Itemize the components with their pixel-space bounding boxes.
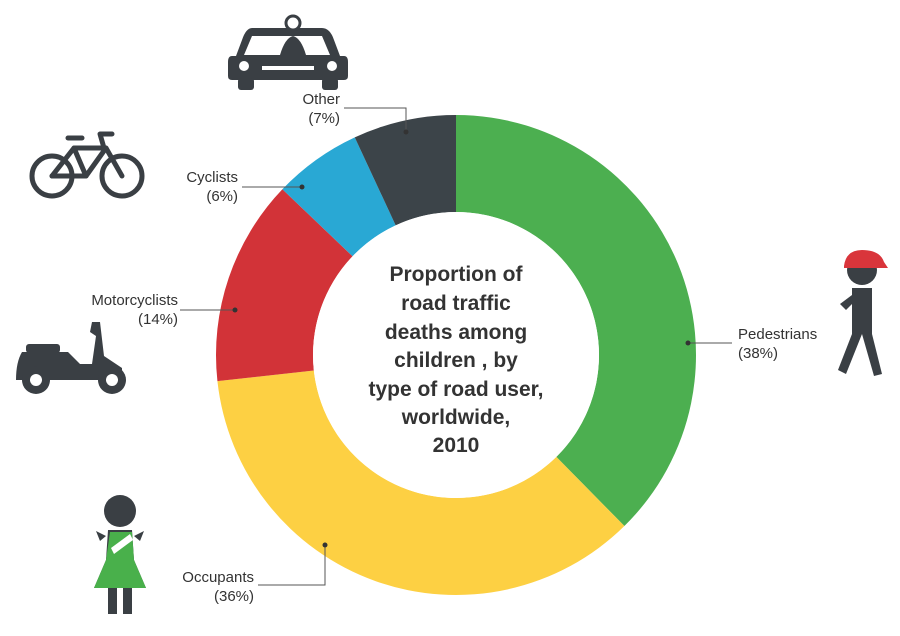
slice-label-occupants: Occupants (182, 569, 254, 586)
scooter-icon (16, 322, 126, 394)
car-icon (228, 14, 348, 90)
slice-label-cyclists: Cyclists (186, 169, 238, 186)
leader-dot (403, 129, 409, 135)
chart-title: Proportion of road traffic deaths among … (368, 263, 543, 457)
title-line: 2010 (433, 434, 480, 457)
title-line: worldwide, (401, 406, 511, 429)
slice-pct-cyclists: (6%) (206, 188, 238, 205)
slice-pct-pedestrians: (38%) (738, 345, 778, 362)
slice-cyclists (282, 137, 396, 257)
title-line: deaths among (385, 321, 527, 344)
leader-dots (232, 129, 691, 548)
occupant-child-icon (94, 495, 146, 614)
slice-pedestrians (456, 115, 697, 527)
title-line: Proportion of (390, 263, 524, 286)
slice-pct-other: (7%) (308, 110, 340, 127)
slice-other (354, 115, 456, 226)
slice-pct-motorcyclists: (14%) (138, 311, 178, 328)
slice-label-pedestrians: Pedestrians (738, 326, 817, 343)
leader-dot (322, 542, 328, 548)
leader-dot (299, 184, 305, 190)
donut-ring (216, 115, 697, 596)
title-line: road traffic (401, 292, 511, 315)
leader-dot (685, 340, 691, 346)
slice-occupants (217, 370, 625, 596)
title-line: children , by (394, 349, 518, 372)
slice-labels: Pedestrians (38%) Occupants (36%) Motorc… (91, 91, 817, 605)
bicycle-icon (29, 131, 145, 199)
leader-dot (232, 307, 238, 313)
slice-label-other: Other (302, 91, 340, 108)
pedestrian-icon (838, 250, 888, 376)
slice-label-motorcyclists: Motorcyclists (91, 292, 178, 309)
slice-motorcyclists (216, 189, 353, 382)
leader-line-other (344, 107, 407, 132)
leader-lines (180, 107, 732, 586)
slice-pct-occupants: (36%) (214, 588, 254, 605)
title-line: type of road user, (368, 378, 543, 401)
leader-line-occupants (258, 545, 326, 586)
donut-hole (313, 212, 599, 498)
